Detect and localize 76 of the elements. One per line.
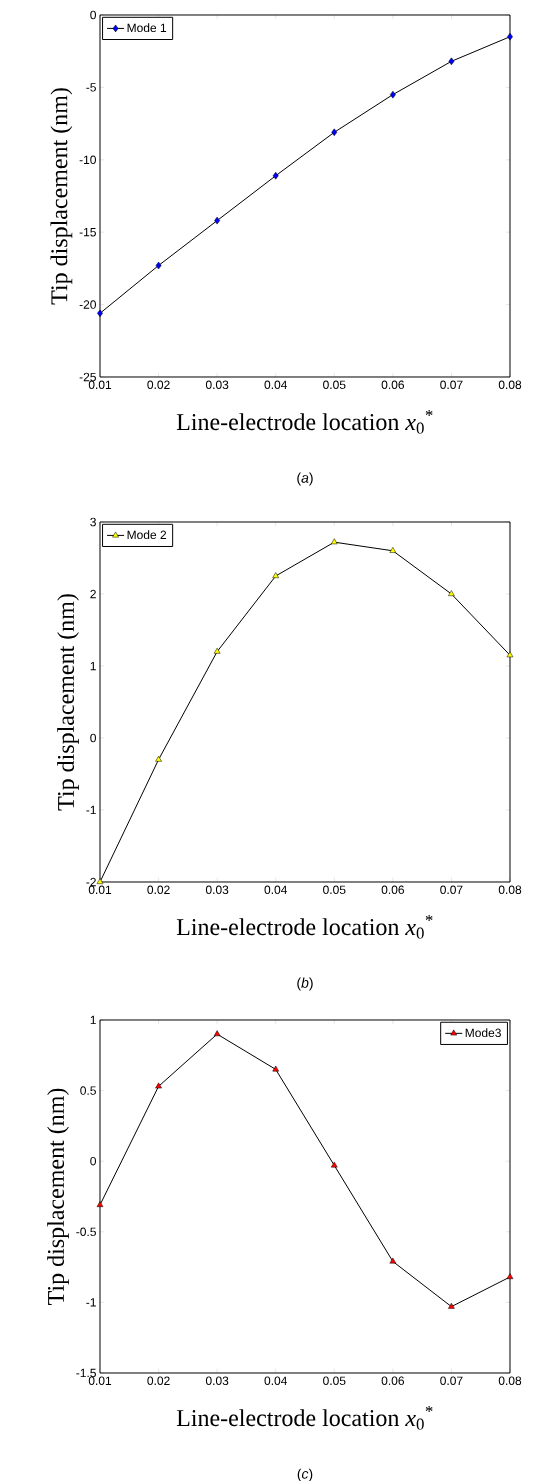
point bbox=[155, 1082, 162, 1089]
y-tick-label: -15 bbox=[79, 228, 96, 237]
point bbox=[272, 171, 279, 180]
y-tick-label: -10 bbox=[79, 155, 96, 165]
text: (a) bbox=[297, 472, 313, 486]
point bbox=[272, 572, 279, 578]
y-tick-label: -25 bbox=[79, 372, 96, 382]
point bbox=[448, 1302, 455, 1309]
y-tick-label: -1.5 bbox=[76, 1368, 96, 1378]
text: (c) bbox=[297, 1468, 313, 1481]
x-tick-label: 0.06 bbox=[381, 380, 404, 390]
point bbox=[389, 90, 396, 99]
point bbox=[506, 1273, 514, 1279]
legend-label: Mode3 bbox=[465, 1028, 501, 1038]
point bbox=[213, 647, 221, 654]
x-axis-title: Line-electrode location x$_{0}$* bbox=[176, 1405, 433, 1430]
point bbox=[272, 1065, 279, 1072]
point bbox=[96, 878, 104, 884]
y-tick-label: -2 bbox=[86, 877, 96, 887]
x-tick-label: 0.01 bbox=[88, 380, 112, 390]
y-tick-label: 1 bbox=[90, 1015, 96, 1025]
x-tick-label: 0.05 bbox=[323, 1376, 346, 1386]
x-tick-label: 0.06 bbox=[381, 885, 404, 895]
legend-label: Mode 1 bbox=[127, 23, 167, 33]
point bbox=[213, 1030, 221, 1037]
x-tick-label: 0.04 bbox=[264, 380, 288, 390]
y-axis-title: Tip displacement (nm) bbox=[57, 594, 79, 811]
point bbox=[331, 538, 338, 545]
x-tick-label: 0.01 bbox=[88, 885, 112, 895]
x-tick-label: 0.07 bbox=[440, 885, 463, 895]
x-tick-label: 0.02 bbox=[147, 380, 170, 390]
y-tick-label: -5 bbox=[86, 83, 96, 92]
point bbox=[155, 261, 162, 270]
point bbox=[389, 1257, 397, 1264]
y-tick-label: -20 bbox=[79, 300, 96, 309]
point bbox=[331, 1161, 338, 1168]
x-axis-title: Line-electrode location x$_{0}$* bbox=[176, 409, 433, 434]
text: (b) bbox=[297, 977, 313, 991]
x-tick-label: 0.03 bbox=[205, 380, 229, 390]
x-tick-label: 0.02 bbox=[147, 1376, 170, 1386]
y-tick-label: 0 bbox=[90, 733, 96, 743]
point bbox=[331, 128, 338, 137]
x-tick-label: 0.08 bbox=[498, 885, 522, 895]
point bbox=[96, 1201, 104, 1207]
x-tick-label: 0.03 bbox=[205, 885, 229, 895]
point bbox=[448, 57, 455, 66]
x-axis-title: Line-electrode location x$_{0}$* bbox=[176, 914, 433, 939]
x-tick-label: 0.08 bbox=[498, 380, 522, 390]
y-tick-label: -1 bbox=[86, 1298, 96, 1307]
x-tick-label: 0.05 bbox=[323, 885, 346, 895]
x-tick-label: 0.03 bbox=[205, 1376, 229, 1386]
x-tick-label: 0.07 bbox=[440, 1376, 463, 1386]
point bbox=[506, 651, 514, 658]
x-tick-label: 0.06 bbox=[381, 1376, 404, 1386]
point bbox=[155, 755, 162, 762]
y-tick-label: 0.5 bbox=[80, 1086, 96, 1095]
legend-label: Mode 2 bbox=[127, 530, 167, 540]
y-tick-label: 2 bbox=[90, 589, 96, 599]
y-tick-label: 0 bbox=[90, 10, 96, 20]
x-tick-label: 0.01 bbox=[88, 1376, 112, 1386]
y-tick-label: 0 bbox=[90, 1156, 96, 1166]
point bbox=[214, 216, 221, 225]
x-tick-label: 0.04 bbox=[264, 885, 288, 895]
y-tick-label: 3 bbox=[90, 517, 96, 527]
y-axis-title: Tip displacement (nm) bbox=[50, 88, 73, 305]
x-tick-label: 0.05 bbox=[323, 380, 346, 390]
x-tick-label: 0.07 bbox=[440, 380, 463, 390]
y-axis-title: Tip displacement (nm) bbox=[47, 1088, 69, 1305]
y-tick-label: -0.5 bbox=[76, 1227, 96, 1237]
x-tick-label: 0.04 bbox=[264, 1376, 288, 1386]
y-tick-label: 1 bbox=[90, 661, 96, 671]
point bbox=[448, 590, 455, 596]
y-tick-label: -1 bbox=[86, 805, 96, 815]
x-tick-label: 0.08 bbox=[498, 1376, 522, 1386]
x-tick-label: 0.02 bbox=[147, 885, 170, 895]
point bbox=[389, 547, 397, 553]
